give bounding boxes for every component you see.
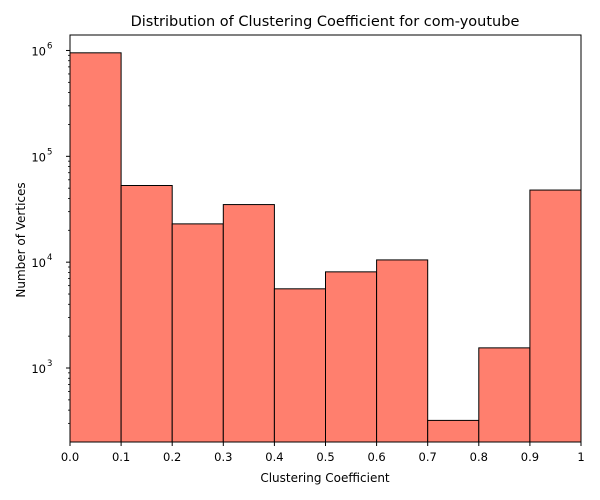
histogram-bar-7 (427, 419, 480, 443)
histogram-bar-8 (478, 347, 531, 443)
x-tick-label-0: 0.0 (61, 450, 79, 464)
y-axis-label: Number of Vertices (14, 182, 28, 297)
x-tick-label-7: 0.7 (419, 450, 437, 464)
y-tick-exponent-0: 3 (47, 359, 52, 369)
histogram-bar-2 (171, 223, 224, 443)
x-axis-label: Clustering Coefficient (260, 471, 390, 485)
histogram-bar-4 (273, 288, 326, 443)
x-axis: 0.0 0.1 0.2 0.3 0.4 0.5 0.6 0.7 0.8 0.9 1 (61, 442, 585, 464)
y-tick-label-2: 10 (31, 150, 46, 164)
x-tick-label-5: 0.5 (316, 450, 334, 464)
x-tick-label-8: 0.8 (470, 450, 488, 464)
y-tick-label-1: 10 (31, 256, 46, 270)
y-tick-exponent-1: 4 (47, 253, 52, 263)
y-tick-label-3: 10 (31, 44, 46, 58)
x-tick-label-1: 0.1 (112, 450, 130, 464)
histogram-bar-5 (325, 271, 378, 443)
x-tick-label-6: 0.6 (367, 450, 385, 464)
x-tick-label-2: 0.2 (163, 450, 181, 464)
histogram-bar-1 (120, 185, 173, 443)
plot-frame (69, 34, 582, 443)
histogram-bar-6 (376, 259, 429, 443)
x-tick-label-10: 1 (577, 450, 584, 464)
x-tick-label-4: 0.4 (265, 450, 283, 464)
histogram-bar-0 (69, 52, 122, 443)
x-tick-label-3: 0.3 (214, 450, 232, 464)
y-tick-exponent-2: 5 (47, 147, 52, 157)
chart-title: Distribution of Clustering Coefficient f… (131, 14, 520, 30)
bars-group (69, 52, 582, 443)
histogram-bar-3 (222, 204, 275, 443)
histogram-bar-9 (529, 189, 582, 443)
y-tick-exponent-3: 6 (47, 41, 52, 51)
y-tick-label-0: 10 (31, 362, 46, 376)
x-tick-label-9: 0.9 (521, 450, 539, 464)
